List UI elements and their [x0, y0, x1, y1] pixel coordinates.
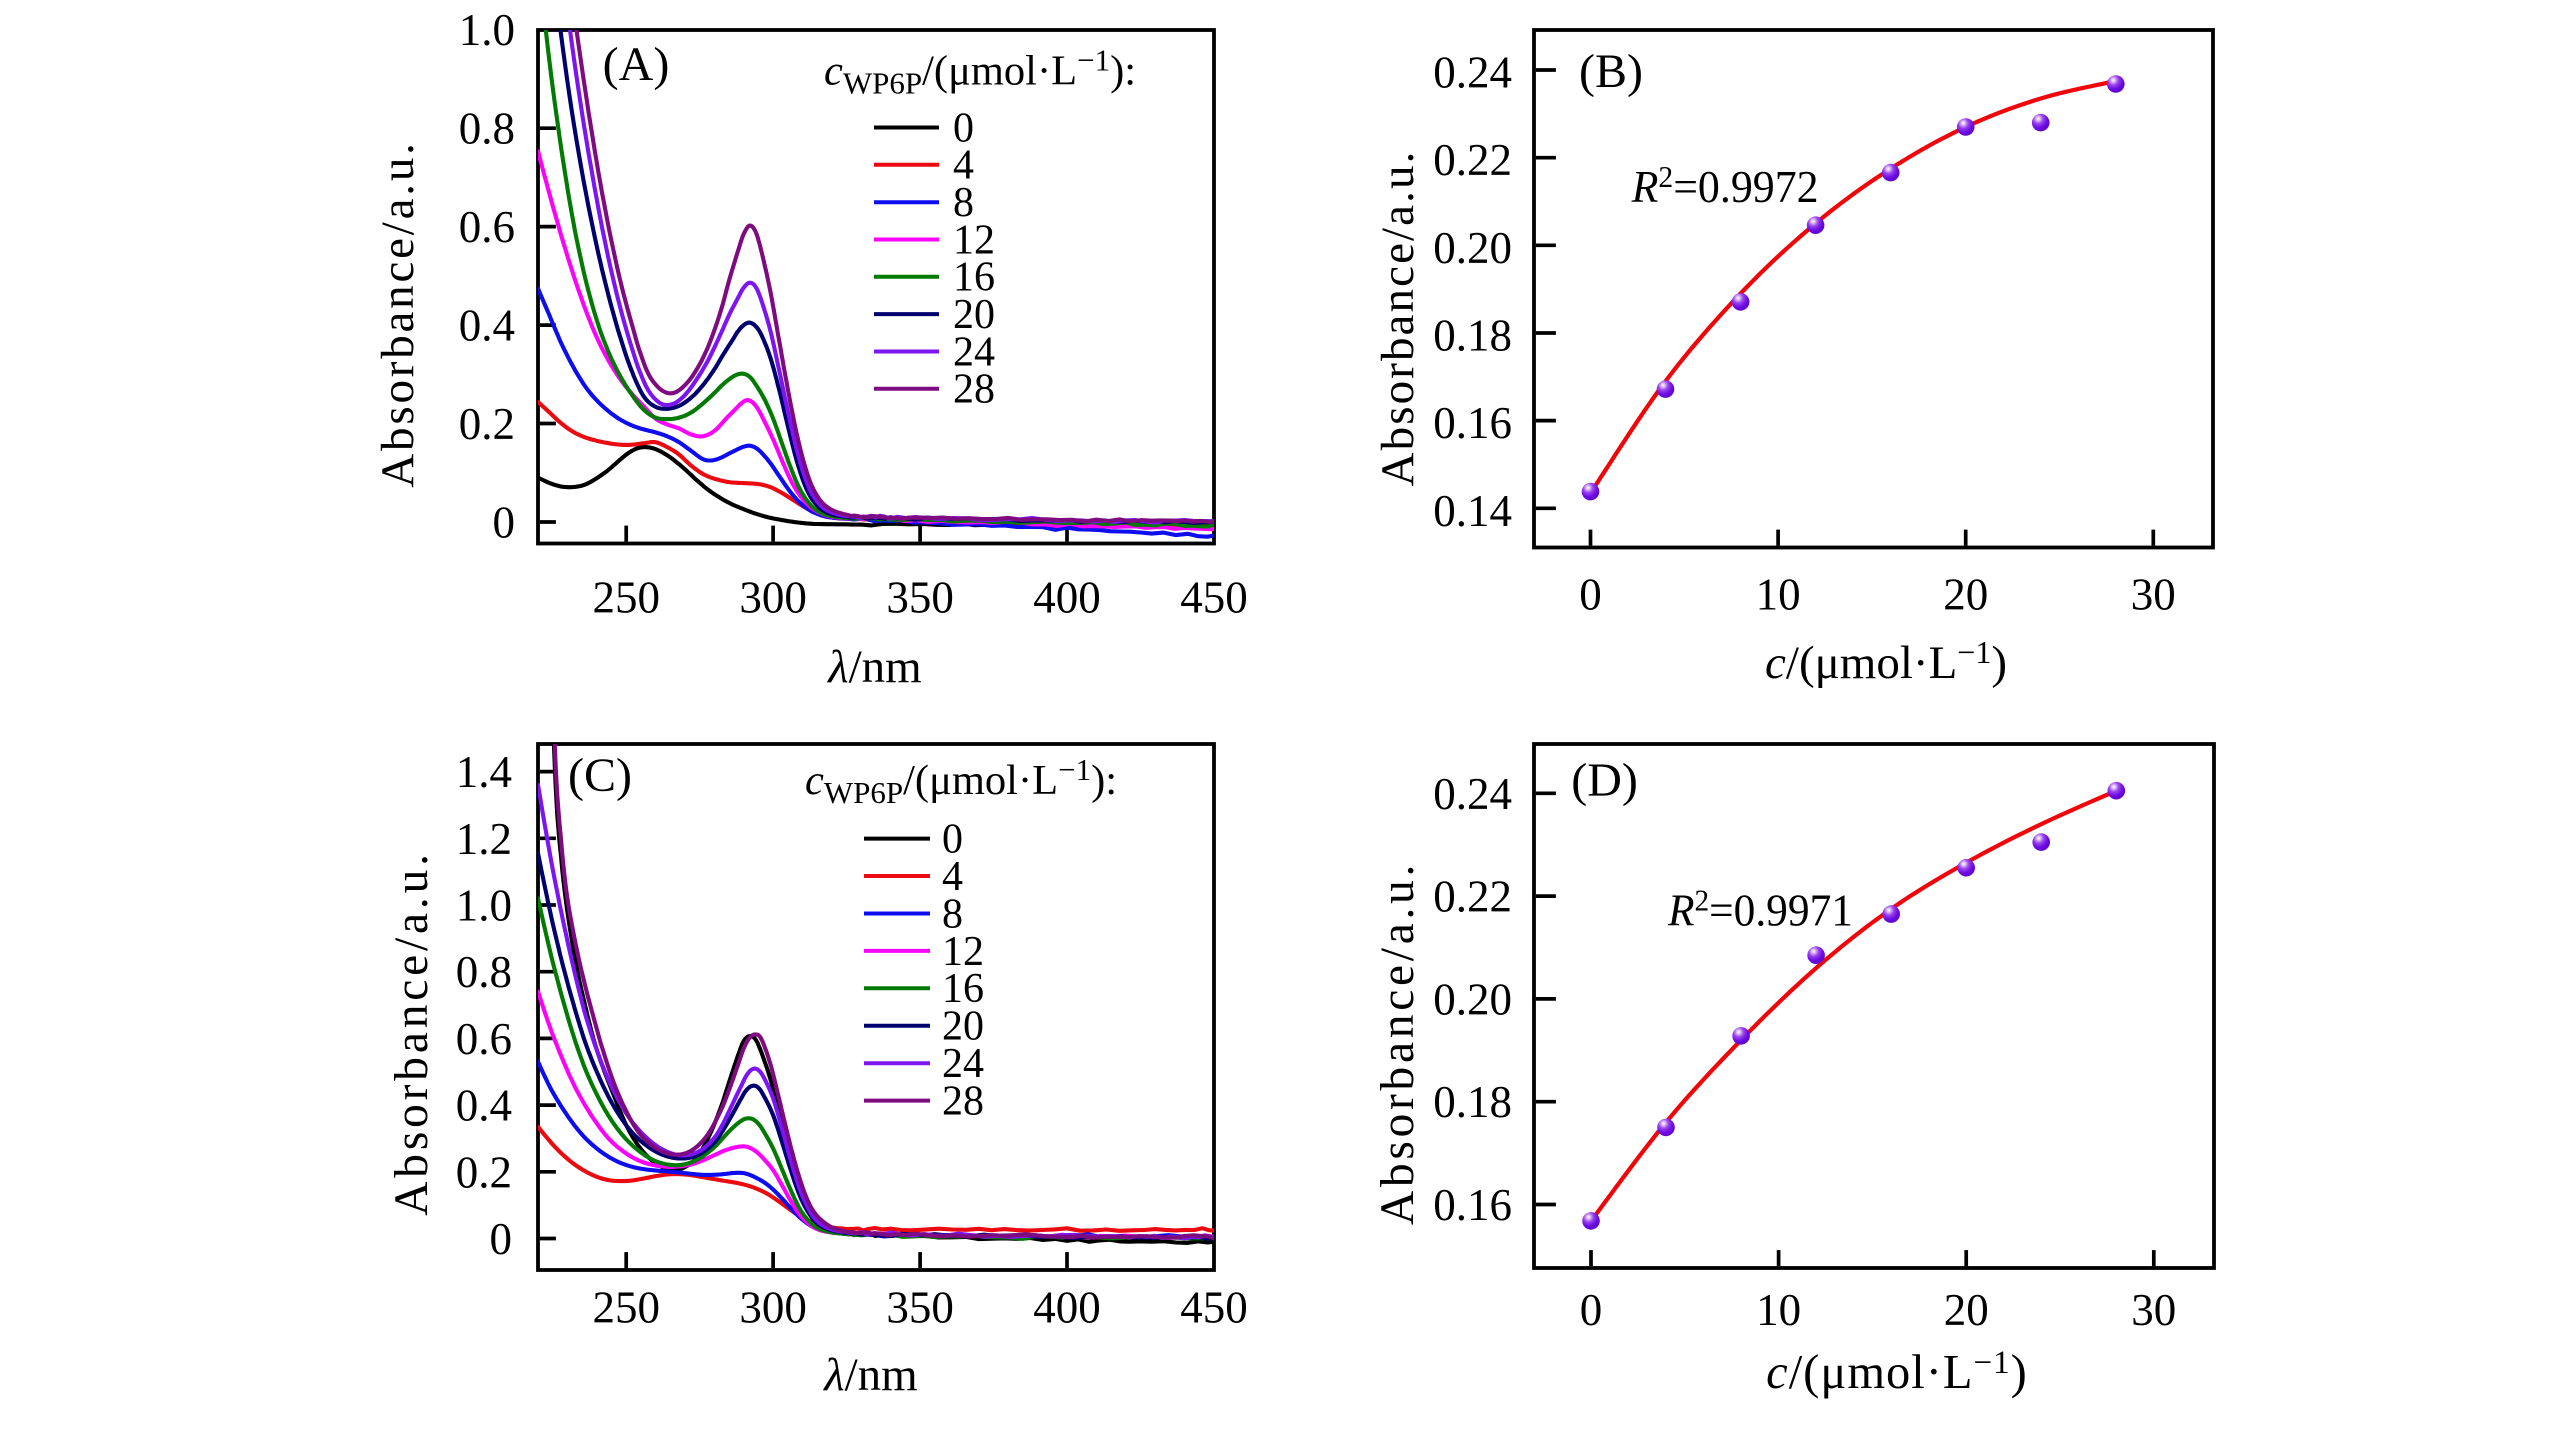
svg-text:0.2: 0.2 [459, 399, 515, 449]
svg-text:350: 350 [886, 1283, 954, 1333]
svg-text:0: 0 [1579, 570, 1602, 620]
svg-text:Absorbance/a.u.: Absorbance/a.u. [372, 140, 424, 487]
svg-text:1.0: 1.0 [459, 5, 515, 55]
svg-text:300: 300 [739, 573, 807, 623]
svg-text:0: 0 [942, 817, 963, 863]
svg-text:0: 0 [490, 1214, 513, 1264]
svg-text:(B): (B) [1579, 45, 1643, 98]
svg-text:28: 28 [953, 367, 995, 413]
svg-text:400: 400 [1033, 1283, 1101, 1333]
svg-text:1.4: 1.4 [456, 747, 512, 797]
svg-text:450: 450 [1180, 1283, 1248, 1333]
svg-text:0.20: 0.20 [1433, 223, 1512, 273]
svg-text:c/(μmol·L−1): c/(μmol·L−1) [1765, 634, 2007, 689]
svg-text:0.18: 0.18 [1433, 311, 1512, 361]
svg-text:20: 20 [1943, 570, 1988, 620]
svg-text:4: 4 [953, 143, 974, 189]
svg-text:16: 16 [953, 255, 995, 301]
svg-text:0.8: 0.8 [456, 947, 512, 997]
svg-text:0.16: 0.16 [1433, 398, 1512, 448]
svg-text:8: 8 [942, 891, 963, 937]
svg-text:0.6: 0.6 [459, 202, 515, 252]
svg-text:12: 12 [942, 929, 984, 975]
svg-text:Absorbance/a.u.: Absorbance/a.u. [386, 850, 438, 1216]
svg-text:0.22: 0.22 [1433, 135, 1512, 185]
svg-text:0.2: 0.2 [456, 1147, 512, 1197]
svg-text:0.22: 0.22 [1433, 872, 1512, 922]
svg-text:cWP6P/(μmol·L−1):: cWP6P/(μmol·L−1): [824, 43, 1136, 101]
svg-text:16: 16 [942, 966, 984, 1012]
svg-text:0: 0 [953, 105, 974, 151]
svg-text:0.4: 0.4 [456, 1081, 512, 1131]
svg-text:0: 0 [493, 498, 516, 548]
svg-text:λ/nm: λ/nm [822, 1349, 917, 1401]
svg-text:0.8: 0.8 [459, 104, 515, 154]
svg-text:λ/nm: λ/nm [826, 641, 921, 693]
svg-text:350: 350 [886, 573, 954, 623]
svg-text:1.0: 1.0 [456, 881, 512, 931]
svg-text:R2=0.9972: R2=0.9972 [1631, 159, 1819, 212]
svg-text:0.6: 0.6 [456, 1014, 512, 1064]
svg-text:12: 12 [953, 217, 995, 263]
svg-text:10: 10 [1756, 570, 1801, 620]
svg-text:(C): (C) [568, 749, 632, 802]
svg-text:0.24: 0.24 [1433, 48, 1512, 98]
svg-text:0.14: 0.14 [1433, 486, 1512, 536]
svg-text:Absorbance/a.u.: Absorbance/a.u. [1372, 861, 1424, 1225]
svg-text:8: 8 [953, 180, 974, 226]
svg-text:20: 20 [1944, 1285, 1989, 1335]
svg-text:300: 300 [739, 1283, 807, 1333]
svg-text:28: 28 [942, 1079, 984, 1125]
svg-text:0.18: 0.18 [1433, 1077, 1512, 1127]
svg-text:20: 20 [953, 292, 995, 338]
svg-text:20: 20 [942, 1004, 984, 1050]
svg-text:c/(μmol·L−1): c/(μmol·L−1) [1766, 1345, 2028, 1399]
svg-text:(A): (A) [603, 38, 670, 91]
svg-text:R2=0.9971: R2=0.9971 [1667, 882, 1853, 935]
svg-text:450: 450 [1180, 573, 1248, 623]
svg-text:400: 400 [1033, 573, 1101, 623]
svg-text:250: 250 [592, 573, 660, 623]
svg-text:0.4: 0.4 [459, 301, 515, 351]
svg-text:0: 0 [1580, 1285, 1603, 1335]
svg-text:1.2: 1.2 [456, 814, 512, 864]
svg-text:30: 30 [2131, 570, 2176, 620]
svg-text:Absorbance/a.u.: Absorbance/a.u. [1372, 150, 1424, 487]
svg-text:10: 10 [1756, 1285, 1801, 1335]
svg-text:250: 250 [592, 1283, 660, 1333]
svg-text:4: 4 [942, 854, 963, 900]
svg-text:0.16: 0.16 [1433, 1180, 1512, 1230]
svg-text:30: 30 [2131, 1285, 2176, 1335]
svg-text:24: 24 [942, 1041, 984, 1087]
svg-text:0.24: 0.24 [1433, 769, 1512, 819]
svg-text:(D): (D) [1571, 754, 1638, 807]
svg-text:24: 24 [953, 329, 995, 375]
svg-text:cWP6P/(μmol·L−1):: cWP6P/(μmol·L−1): [805, 752, 1117, 810]
svg-text:0.20: 0.20 [1433, 974, 1512, 1024]
